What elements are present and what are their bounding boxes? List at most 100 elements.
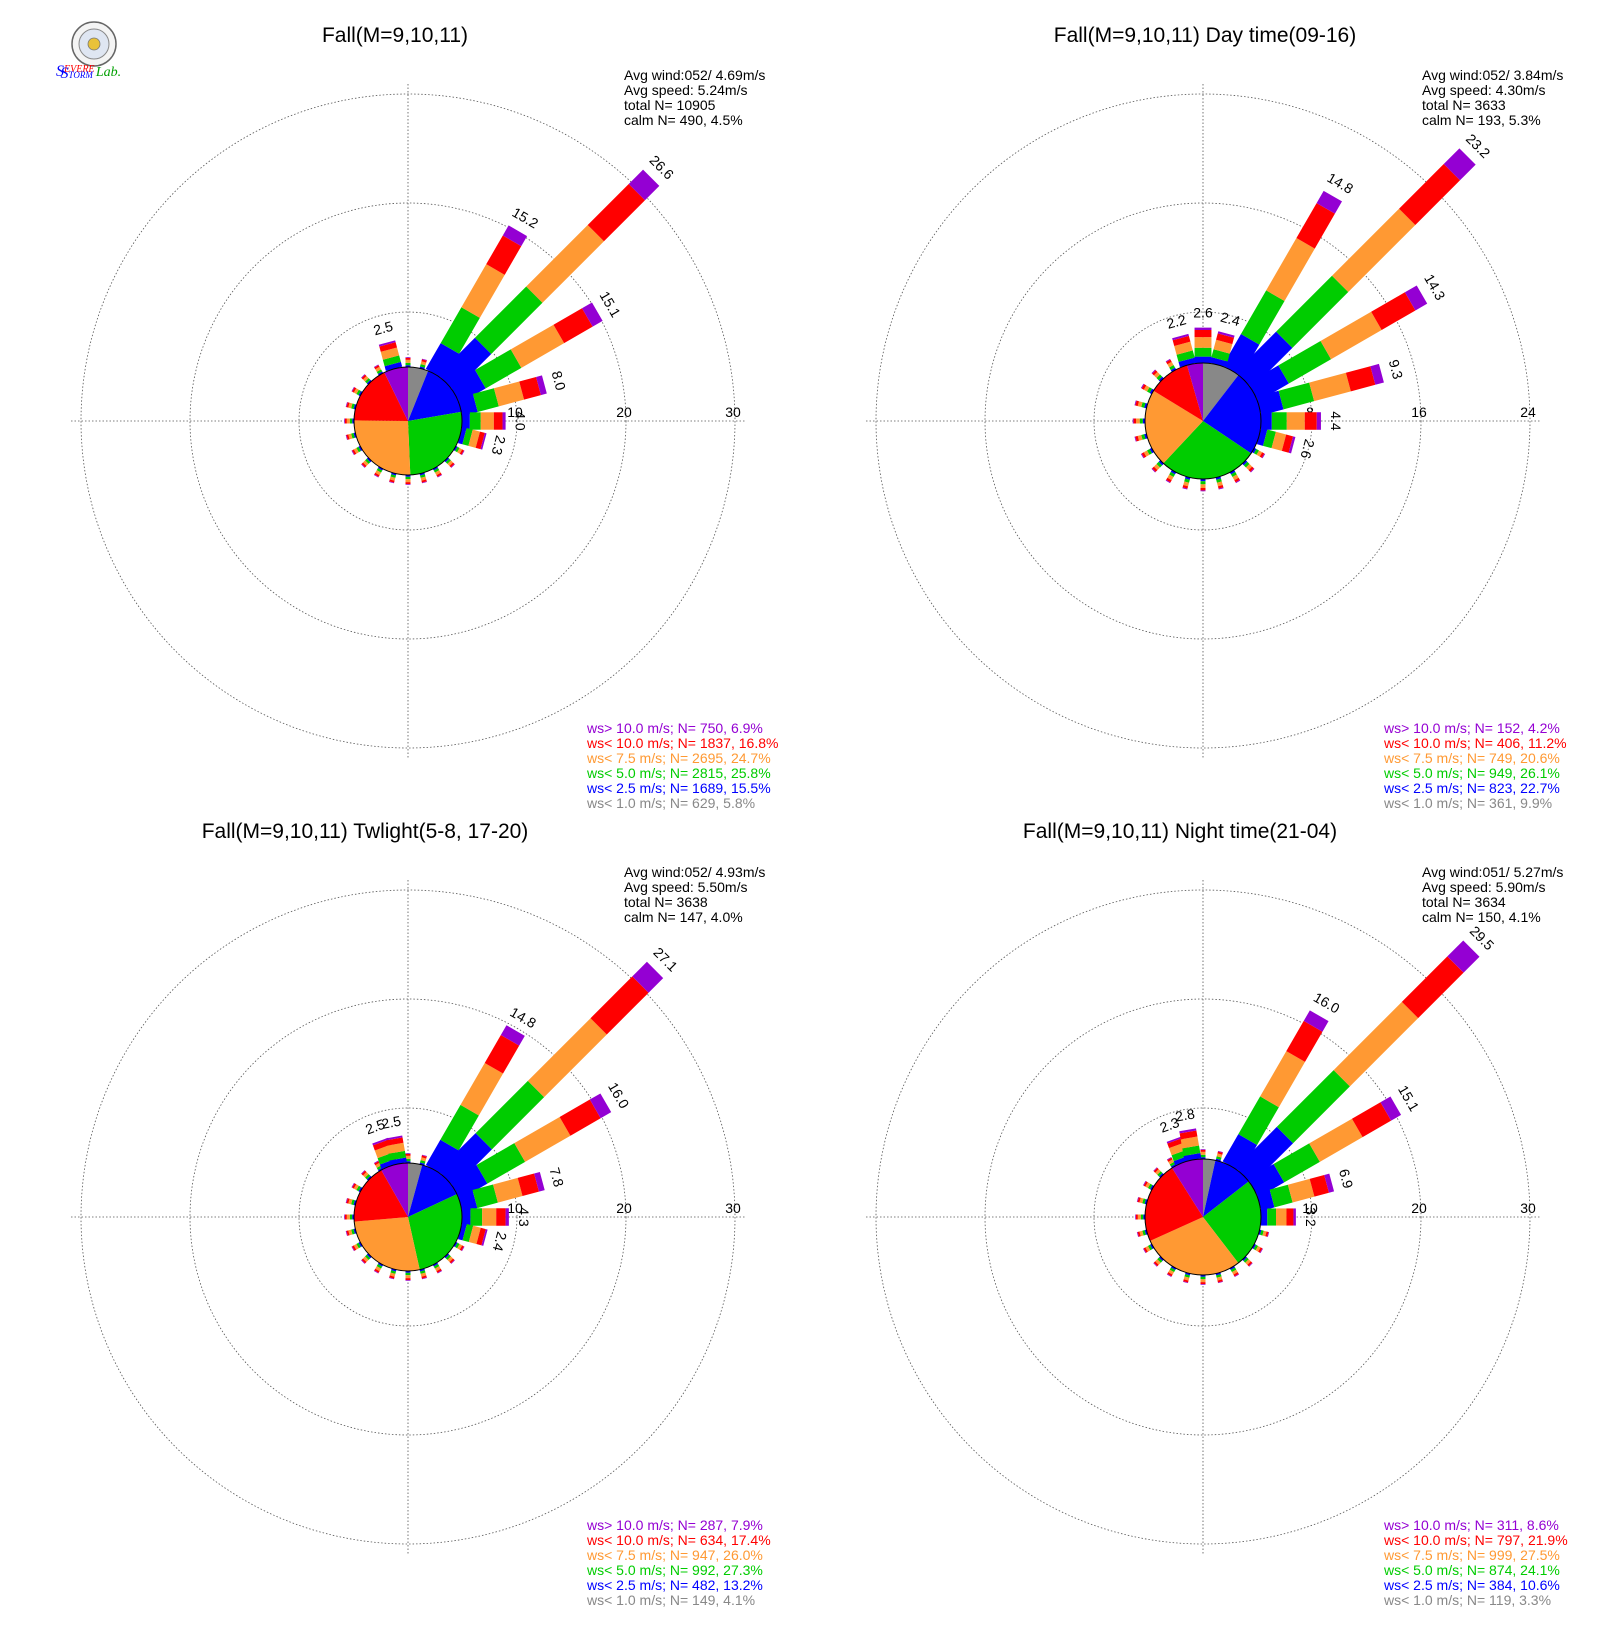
bar-segment-gt10 [345, 434, 348, 440]
minor-bar [373, 466, 384, 478]
bar-segment-lt10 [374, 1268, 380, 1273]
bar-segment-lt10 [1200, 487, 1206, 491]
bar-segment-lt10 [1167, 1272, 1173, 1277]
pie-slice-lt1 [408, 367, 429, 421]
bar-segment-lt7_5 [1232, 474, 1239, 481]
bar-segment-lt7_5 [348, 402, 353, 409]
bar-segment-lt7_5 [493, 381, 525, 407]
bar-segment-lt7_5 [1145, 1245, 1151, 1252]
minor-bar [1153, 1256, 1164, 1267]
minor-bar [361, 457, 372, 468]
bar-segment-gt10 [1443, 148, 1476, 181]
bar-segment-gt10 [1153, 1167, 1158, 1172]
bar-segment-gt10 [502, 412, 506, 430]
severe-storm-lab-logo: SEVERESTORM Lab. [56, 21, 121, 82]
bar-segment-lt10 [1281, 434, 1294, 453]
bar-segment-lt10 [519, 376, 541, 400]
minor-bar [1183, 1272, 1191, 1284]
minor-bar [453, 1241, 465, 1252]
bar-segment-lt5 [462, 1224, 474, 1243]
bar-segment-gt10 [1293, 1208, 1296, 1226]
bar-segment-lt7_5 [1216, 1153, 1223, 1158]
bar-segment-lt7_5 [1139, 1230, 1144, 1237]
minor-bar [1251, 447, 1266, 459]
pie-slice-lt5 [1203, 1181, 1261, 1264]
legend-lt1: ws< 1.0 m/s; N= 119, 3.3% [1383, 1592, 1551, 1608]
bar-segment-lt5 [376, 369, 383, 374]
bar-segment-gt10 [1166, 1273, 1172, 1277]
bar-segment-lt7_5 [1153, 463, 1161, 471]
bar-segment-lt5 [351, 433, 355, 439]
bar-segment-lt7_5 [514, 1116, 571, 1162]
bar-segment-lt2_5 [1222, 1134, 1258, 1173]
direction-bar [457, 375, 547, 417]
direction-bar [1179, 1128, 1202, 1162]
bar-segment-gt10 [1200, 1149, 1206, 1150]
avg-speed-text: Avg speed: 5.90m/s [1422, 879, 1545, 895]
bar-segment-lt10 [1135, 1214, 1138, 1220]
bar-segment-lt2_5 [1229, 469, 1236, 475]
bar-total-label: 2.4 [1219, 309, 1242, 330]
minor-bar [389, 1268, 397, 1280]
bar-segment-lt10 [361, 1258, 367, 1264]
logo-text-s2: S [61, 65, 69, 82]
legend-lt1: ws< 1.0 m/s; N= 149, 4.1% [586, 1592, 755, 1608]
bar-segment-lt10 [421, 479, 427, 483]
bar-segment-lt5 [349, 1214, 353, 1220]
bar-segment-lt5 [1141, 402, 1146, 408]
bar-segment-lt5 [405, 1158, 411, 1162]
bar-segment-lt5 [351, 1199, 355, 1205]
minor-bar [344, 1214, 354, 1220]
speed-pie [1144, 1158, 1262, 1276]
bar-segment-lt5 [1200, 1276, 1206, 1280]
minor-bar [389, 472, 397, 484]
minor-bar [373, 1262, 384, 1274]
bar-segment-lt2_5 [1144, 433, 1148, 439]
minor-bar [1229, 1265, 1240, 1277]
bar-segment-lt7_5 [353, 447, 359, 454]
bar-segment-lt7_5 [1180, 1136, 1200, 1149]
bar-segment-gt10 [1132, 418, 1134, 424]
bar-segment-lt2_5 [1229, 1265, 1236, 1271]
bar-segment-lt2_5 [1158, 1172, 1164, 1178]
bar-segment-lt5 [1253, 1244, 1259, 1251]
minor-bar [1153, 1167, 1164, 1178]
bar-segment-gt10 [373, 1270, 379, 1274]
minor-bar [1151, 369, 1164, 382]
bar-segment-lt5 [390, 1270, 396, 1274]
ring-label: 16 [1411, 404, 1427, 420]
bar-segment-gt10 [1200, 1284, 1206, 1285]
bar-segment-lt2_5 [457, 1222, 467, 1241]
bar-segment-lt5 [405, 362, 411, 366]
pie-slice-lt1 [1203, 363, 1239, 421]
bar-segment-lt2_5 [353, 432, 357, 438]
bar-segment-lt10 [352, 1245, 357, 1251]
grid-ring [875, 889, 1531, 1545]
bar-segment-lt7_5 [468, 1225, 481, 1245]
bar-segment-lt2_5 [453, 445, 458, 452]
bar-segment-lt2_5 [432, 466, 439, 471]
bar-segment-lt10 [1135, 400, 1139, 407]
bar-segment-lt5 [356, 1185, 361, 1192]
pie-slice-lt10 [1153, 365, 1203, 421]
speed-pie [353, 366, 463, 476]
bar-segment-lt2_5 [462, 412, 470, 430]
bar-segment-lt2_5 [353, 404, 357, 410]
bar-segment-lt2_5 [353, 1200, 357, 1206]
bar-segment-lt10 [346, 434, 350, 440]
bar-segment-lt7_5 [1216, 1276, 1223, 1281]
minor-bar [432, 1262, 443, 1274]
bar-segment-lt10 [1133, 418, 1137, 424]
bar-segment-lt7_5 [480, 412, 494, 430]
bar-total-label: 15.1 [1395, 1082, 1423, 1114]
bar-total-label: 2.2 [1165, 311, 1188, 332]
bar-segment-lt10 [405, 1153, 411, 1156]
bar-segment-lt2_5 [449, 1164, 488, 1200]
bar-segment-lt2_5 [432, 1262, 439, 1267]
bar-segment-gt10 [1179, 1128, 1197, 1134]
bar-segment-gt10 [461, 1246, 465, 1252]
minor-bar [345, 432, 357, 440]
direction-bar [1247, 1096, 1402, 1198]
pie-slice-lt5 [408, 411, 462, 475]
bar-segment-lt10 [405, 1278, 411, 1281]
